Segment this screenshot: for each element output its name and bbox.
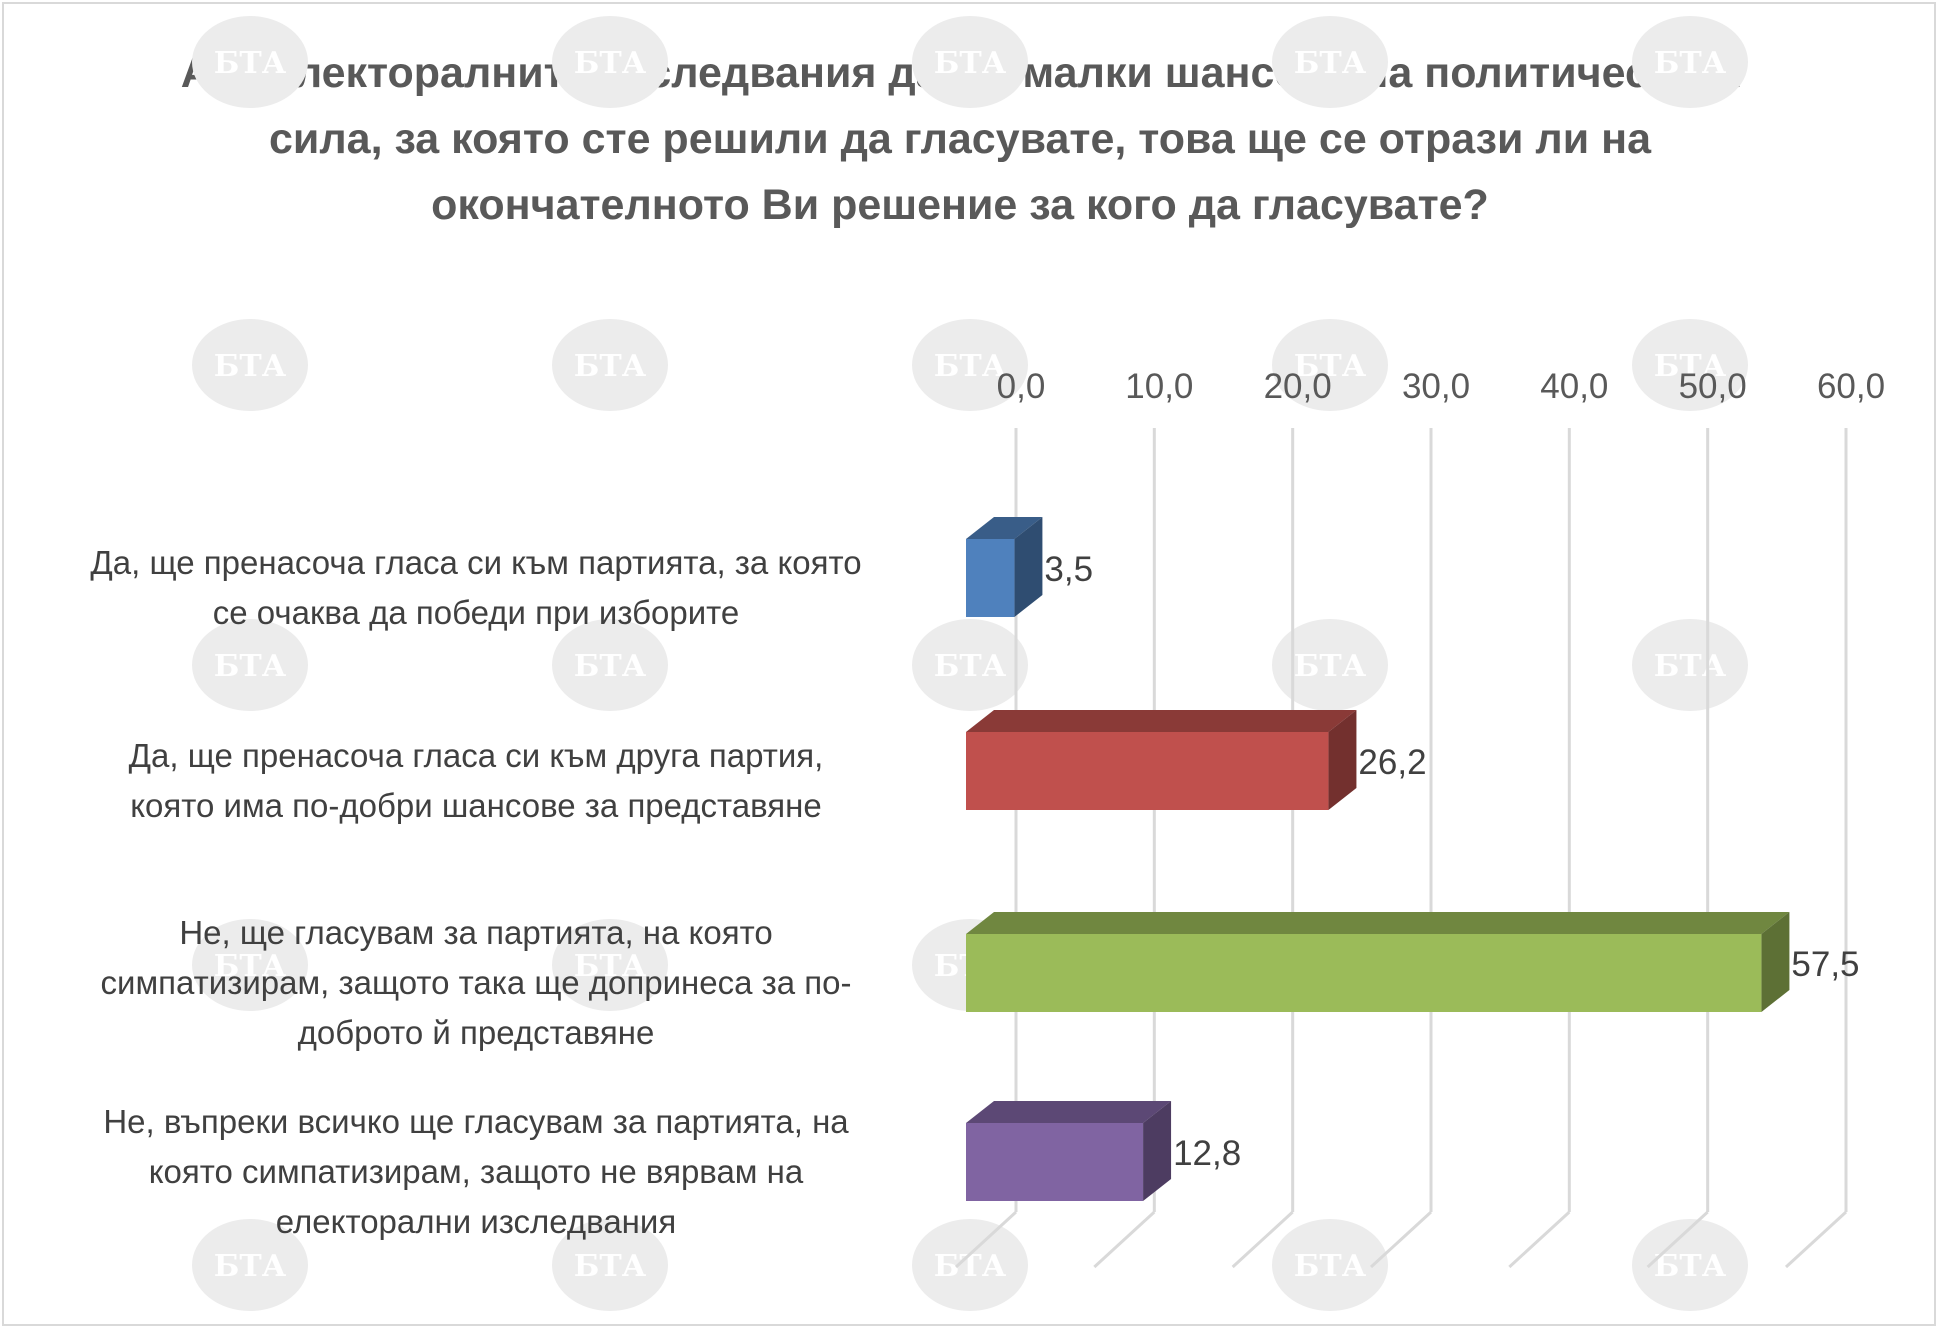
category-label: Не, въпреки всичко ще гласувам за партия… bbox=[103, 1103, 849, 1140]
gridline-floor bbox=[1369, 1210, 1433, 1269]
data-label: 26,2 bbox=[1358, 743, 1426, 782]
bar-top bbox=[966, 710, 1357, 732]
watermark-logo-text: БТА bbox=[1654, 349, 1727, 384]
bar-side bbox=[1328, 710, 1357, 810]
watermark-logo-text: БТА bbox=[574, 46, 647, 81]
gridline-floor bbox=[1093, 1210, 1156, 1269]
watermark-logo-text: БТА bbox=[934, 349, 1007, 384]
gridline-floor bbox=[954, 1210, 1018, 1269]
watermark-logo-text: БТА bbox=[934, 46, 1007, 81]
data-label: 12,8 bbox=[1173, 1134, 1241, 1173]
bar-top bbox=[966, 517, 1043, 539]
bar bbox=[966, 732, 1329, 810]
watermark-logo-text: БТА bbox=[214, 649, 287, 684]
watermark-logo bbox=[912, 1219, 1028, 1311]
watermark-logo-text: БТА bbox=[214, 46, 287, 81]
watermark-logo bbox=[1632, 319, 1748, 411]
x-tick-label: 10,0 bbox=[1125, 367, 1193, 406]
bar-top bbox=[966, 1101, 1172, 1123]
watermark-logo-text: БТА bbox=[574, 949, 647, 984]
x-tick-label: 50,0 bbox=[1679, 367, 1747, 406]
watermark-logo-text: БТА bbox=[1294, 46, 1367, 81]
watermark-logo bbox=[192, 919, 308, 1011]
category-label: която симпатизирам, защото не вярвам на bbox=[149, 1153, 804, 1190]
watermark-logo bbox=[912, 619, 1028, 711]
watermark-logo bbox=[192, 319, 308, 411]
watermark-logo-text: БТА bbox=[1294, 649, 1367, 684]
watermark-logo-text: БТА bbox=[574, 1249, 647, 1284]
data-label: 3,5 bbox=[1044, 550, 1093, 589]
watermark-logo-text: БТА bbox=[214, 1249, 287, 1284]
watermark-logo-text: БТА bbox=[1294, 1249, 1367, 1284]
category-label: Да, ще пренасоча гласа си към друга парт… bbox=[129, 737, 824, 774]
category-label: симпатизирам, защото така ще допринеса з… bbox=[101, 964, 852, 1001]
data-label: 57,5 bbox=[1791, 945, 1859, 984]
watermark-logo bbox=[1272, 319, 1388, 411]
watermark-logo-text: БТА bbox=[1294, 349, 1367, 384]
watermark-logo bbox=[1272, 16, 1388, 108]
watermark-logo bbox=[1632, 1219, 1748, 1311]
watermark-logo bbox=[1272, 619, 1388, 711]
watermark-logo bbox=[1272, 1219, 1388, 1311]
x-tick-label: 30,0 bbox=[1402, 367, 1470, 406]
category-label: Да, ще пренасоча гласа си към партията, … bbox=[90, 544, 861, 581]
category-label: доброто й представяне bbox=[298, 1014, 655, 1051]
watermark-logo-text: БТА bbox=[1654, 46, 1727, 81]
watermark-logo bbox=[912, 16, 1028, 108]
watermark-logo bbox=[552, 619, 668, 711]
x-tick-label: 0,0 bbox=[997, 367, 1046, 406]
bar-side bbox=[1761, 912, 1790, 1012]
category-label: електорални изследвания bbox=[276, 1203, 676, 1240]
category-label: която има по-добри шансове за представян… bbox=[130, 787, 822, 824]
category-label: се очаква да победи при изборите bbox=[213, 594, 740, 631]
watermark-logo bbox=[552, 16, 668, 108]
watermark-logo-text: БТА bbox=[574, 349, 647, 384]
bar-side bbox=[1014, 517, 1043, 617]
watermark-logo bbox=[552, 1219, 668, 1311]
watermark-logo bbox=[192, 16, 308, 108]
x-tick-label: 20,0 bbox=[1264, 367, 1332, 406]
gridline-floor bbox=[1784, 1210, 1848, 1269]
watermark-logo bbox=[1632, 16, 1748, 108]
watermark-logo-text: БТА bbox=[214, 349, 287, 384]
watermark-logo bbox=[1632, 619, 1748, 711]
watermark-logo bbox=[912, 319, 1028, 411]
bar bbox=[966, 1123, 1144, 1201]
gridline-floor bbox=[1646, 1210, 1709, 1269]
watermark-logo bbox=[552, 919, 668, 1011]
watermark-logo bbox=[552, 319, 668, 411]
x-tick-label: 40,0 bbox=[1540, 367, 1608, 406]
bar bbox=[966, 539, 1015, 617]
gridline-floor bbox=[1508, 1210, 1571, 1269]
watermark-logo-text: БТА bbox=[214, 949, 287, 984]
watermark-logo-text: БТА bbox=[1654, 1249, 1727, 1284]
gridline-floor bbox=[1231, 1210, 1294, 1269]
bar-top bbox=[966, 912, 1790, 934]
bar bbox=[966, 934, 1762, 1012]
watermark-logo-text: БТА bbox=[1654, 649, 1727, 684]
watermark-logo bbox=[192, 619, 308, 711]
category-label: Не, ще гласувам за партията, на която bbox=[179, 914, 772, 951]
x-tick-label: 60,0 bbox=[1817, 367, 1885, 406]
bar-side bbox=[1143, 1101, 1172, 1201]
watermark-logo bbox=[192, 1219, 308, 1311]
watermark-logo-text: БТА bbox=[934, 649, 1007, 684]
watermark-logo-text: БТА bbox=[574, 649, 647, 684]
